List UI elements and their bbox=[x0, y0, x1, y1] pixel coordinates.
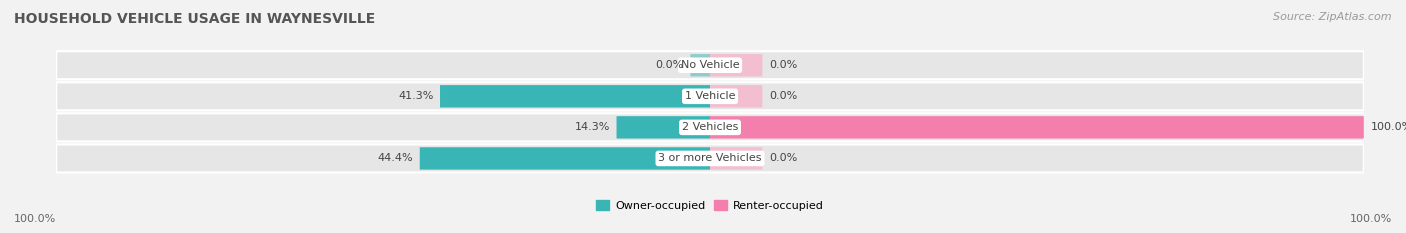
FancyBboxPatch shape bbox=[710, 147, 762, 170]
Legend: Owner-occupied, Renter-occupied: Owner-occupied, Renter-occupied bbox=[592, 196, 828, 215]
Text: 44.4%: 44.4% bbox=[378, 154, 413, 163]
Text: No Vehicle: No Vehicle bbox=[681, 60, 740, 70]
Text: 14.3%: 14.3% bbox=[575, 122, 610, 132]
Text: 0.0%: 0.0% bbox=[769, 154, 797, 163]
Text: 41.3%: 41.3% bbox=[398, 91, 433, 101]
FancyBboxPatch shape bbox=[710, 116, 1364, 139]
Text: 0.0%: 0.0% bbox=[655, 60, 683, 70]
Text: 100.0%: 100.0% bbox=[14, 214, 56, 224]
Text: 100.0%: 100.0% bbox=[1350, 214, 1392, 224]
Text: Source: ZipAtlas.com: Source: ZipAtlas.com bbox=[1274, 12, 1392, 22]
FancyBboxPatch shape bbox=[56, 51, 1364, 79]
Text: 2 Vehicles: 2 Vehicles bbox=[682, 122, 738, 132]
FancyBboxPatch shape bbox=[440, 85, 710, 107]
FancyBboxPatch shape bbox=[56, 113, 1364, 141]
Text: 100.0%: 100.0% bbox=[1371, 122, 1406, 132]
FancyBboxPatch shape bbox=[710, 54, 762, 76]
FancyBboxPatch shape bbox=[617, 116, 710, 139]
FancyBboxPatch shape bbox=[710, 85, 762, 107]
Text: HOUSEHOLD VEHICLE USAGE IN WAYNESVILLE: HOUSEHOLD VEHICLE USAGE IN WAYNESVILLE bbox=[14, 12, 375, 26]
FancyBboxPatch shape bbox=[420, 147, 710, 170]
Text: 1 Vehicle: 1 Vehicle bbox=[685, 91, 735, 101]
Text: 3 or more Vehicles: 3 or more Vehicles bbox=[658, 154, 762, 163]
Text: 0.0%: 0.0% bbox=[769, 60, 797, 70]
FancyBboxPatch shape bbox=[690, 54, 710, 76]
Text: 0.0%: 0.0% bbox=[769, 91, 797, 101]
FancyBboxPatch shape bbox=[56, 82, 1364, 110]
FancyBboxPatch shape bbox=[56, 144, 1364, 172]
